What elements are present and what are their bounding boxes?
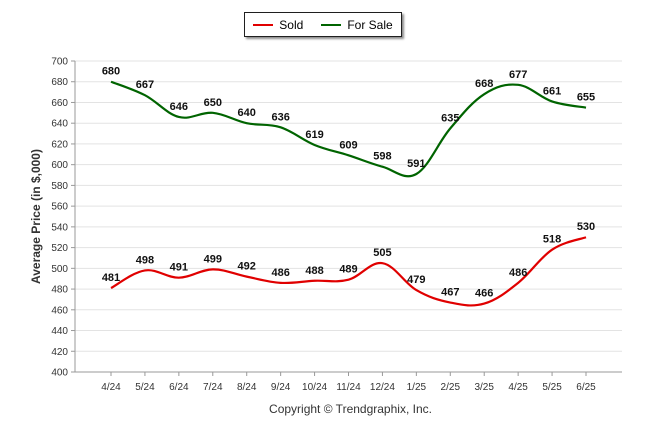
data-label-for-sale: 635 (441, 112, 459, 124)
data-label-sold: 491 (170, 262, 188, 274)
y-tick-label: 640 (51, 119, 68, 130)
y-tick-label: 500 (51, 264, 68, 275)
data-label-for-sale: 636 (271, 111, 289, 123)
x-tick-label: 9/24 (271, 382, 291, 393)
x-tick-label: 7/24 (203, 382, 223, 393)
y-tick-label: 440 (51, 326, 68, 337)
data-label-sold: 518 (543, 234, 561, 246)
y-axis-title: Average Price (in $,000) (29, 149, 43, 284)
y-tick-label: 580 (51, 181, 68, 192)
axes: 400 420 440 460 480 500 520 540 560 580 600 620 640 6… (51, 57, 622, 393)
data-label-for-sale: 668 (475, 78, 493, 90)
data-label-for-sale: 677 (509, 69, 527, 81)
x-tick-label: 5/25 (542, 382, 562, 393)
legend-entry-sold: Sold (253, 18, 303, 32)
data-label-sold: 492 (238, 261, 256, 273)
data-label-for-sale: 619 (305, 129, 323, 141)
data-label-sold: 505 (373, 247, 391, 259)
data-label-for-sale: 598 (373, 151, 391, 163)
data-labels: 481 498 491 499 492 486 488 489 505 479 467 466 486 5… (102, 66, 595, 300)
x-tick-label: 5/24 (135, 382, 155, 393)
copyright-text: Copyright © Trendgraphix, Inc. (269, 402, 432, 416)
y-tick-label: 400 (51, 368, 68, 379)
x-tick-label: 11/24 (336, 382, 361, 393)
data-label-for-sale: 655 (577, 92, 595, 104)
data-label-sold: 479 (407, 274, 425, 286)
data-label-for-sale: 591 (407, 158, 425, 170)
data-label-sold: 498 (136, 254, 154, 266)
data-label-sold: 466 (475, 288, 493, 300)
data-label-for-sale: 667 (136, 79, 154, 91)
y-tick-label: 560 (51, 202, 68, 213)
data-label-for-sale: 661 (543, 85, 561, 97)
x-tick-label: 2/25 (441, 382, 461, 393)
legend-entry-for-sale: For Sale (321, 17, 393, 32)
data-label-sold: 499 (204, 253, 222, 265)
data-label-sold: 467 (441, 287, 459, 299)
series-line-for-sale (110, 80, 587, 178)
data-label-for-sale: 609 (339, 139, 357, 151)
data-label-for-sale: 646 (170, 101, 188, 113)
data-label-sold: 488 (305, 265, 323, 277)
legend-swatch-sold (253, 23, 274, 26)
data-label-sold: 486 (271, 267, 289, 279)
y-tick-label: 700 (51, 57, 68, 68)
x-tick-label: 6/24 (169, 382, 189, 393)
data-label-sold: 530 (577, 221, 595, 233)
data-label-for-sale: 640 (238, 107, 256, 119)
data-label-sold: 486 (509, 267, 527, 279)
data-label-sold: 489 (339, 264, 357, 276)
y-tick-label: 540 (51, 222, 68, 233)
legend-label-for-sale: For Sale (347, 17, 393, 32)
legend: Sold For Sale (244, 12, 402, 37)
legend-label-sold: Sold (279, 17, 304, 32)
series-lines (110, 80, 587, 307)
y-tick-label: 680 (51, 77, 68, 88)
y-tick-label: 480 (51, 285, 68, 296)
x-tick-label: 10/24 (302, 382, 327, 393)
series-line-sold (110, 236, 587, 307)
y-tick-label: 420 (51, 347, 68, 358)
y-tick-label: 520 (51, 243, 68, 254)
y-tick-label: 620 (51, 139, 68, 150)
data-label-sold: 481 (102, 272, 120, 284)
y-tick-label: 600 (51, 160, 68, 171)
y-tick-label: 460 (51, 305, 68, 316)
data-label-for-sale: 680 (102, 66, 120, 78)
x-tick-label: 6/25 (576, 382, 596, 393)
x-tick-label: 4/25 (508, 382, 528, 393)
data-label-for-sale: 650 (204, 97, 222, 109)
y-tick-label: 660 (51, 98, 68, 109)
x-tick-label: 3/25 (474, 382, 494, 393)
legend-swatch-for-sale (321, 23, 342, 26)
gridlines (75, 60, 622, 373)
x-tick-label: 8/24 (237, 382, 257, 393)
x-tick-label: 4/24 (101, 382, 121, 393)
x-tick-label: 12/24 (370, 382, 395, 393)
x-tick-label: 1/25 (407, 382, 427, 393)
